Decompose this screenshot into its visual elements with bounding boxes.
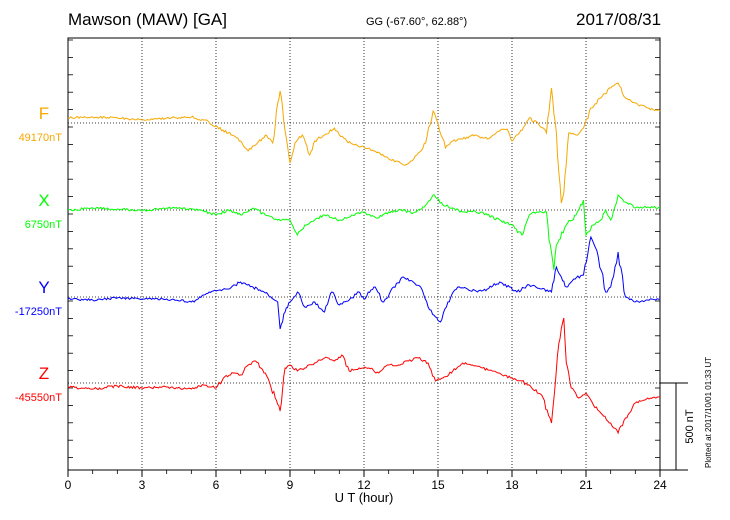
series-line-f: [67, 82, 661, 204]
x-tick-label: 9: [287, 478, 294, 492]
x-axis-label: U T (hour): [335, 490, 394, 505]
x-tick-label: 18: [505, 478, 519, 492]
series-name-y: Y: [38, 278, 49, 297]
x-tick-label: 3: [139, 478, 146, 492]
series-baseline-z: -45550nT: [15, 392, 62, 404]
scale-bar-label: 500 nT: [684, 409, 696, 444]
x-tick-label: 21: [579, 478, 593, 492]
series-baseline-f: 49170nT: [19, 132, 63, 144]
series-baseline-x: 6750nT: [25, 219, 63, 231]
plotted-timestamp: Plotted at 2017/10/01 01:33 UT: [704, 356, 713, 468]
x-tick-label: 24: [653, 478, 667, 492]
x-tick-label: 12: [357, 478, 371, 492]
series-line-x: [67, 193, 661, 271]
series-name-z: Z: [39, 364, 49, 383]
series-baseline-y: -17250nT: [15, 306, 62, 318]
series-line-z: [67, 317, 660, 435]
x-tick-label: 15: [431, 478, 445, 492]
date-label: 2017/08/31: [576, 10, 662, 29]
x-tick-label: 6: [213, 478, 220, 492]
series-name-x: X: [38, 191, 49, 210]
coordinates-label: GG (-67.60°, 62.88°): [366, 16, 468, 28]
series-line-y: [67, 235, 661, 330]
series-name-f: F: [39, 104, 49, 123]
x-tick-label: 0: [65, 478, 72, 492]
station-title: Mawson (MAW) [GA]: [68, 10, 227, 29]
